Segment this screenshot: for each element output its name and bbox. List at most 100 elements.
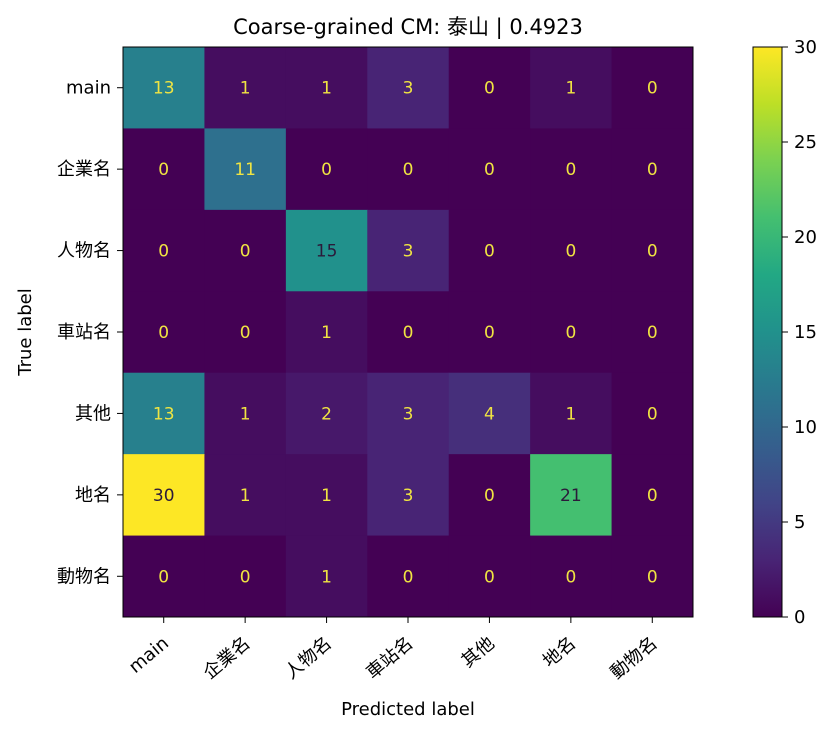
cell-value-label: 1: [321, 323, 332, 343]
heatmap-cell: [448, 454, 531, 537]
heatmap-cell: [123, 128, 205, 211]
x-tick-label: 人物名: [281, 633, 336, 684]
colorbar-tick-label: 30: [794, 37, 817, 58]
cell-value-label: 0: [647, 323, 658, 343]
heatmap-cell: [611, 535, 694, 618]
heatmap-cell: [367, 128, 450, 211]
heatmap-cell: [367, 291, 450, 374]
heatmap-cell: [448, 209, 531, 292]
chart-title: Coarse-grained CM: 泰山 | 0.4923: [233, 15, 583, 40]
cell-value-label: 1: [240, 404, 251, 424]
x-axis-label: Predicted label: [341, 699, 475, 720]
cell-value-label: 0: [484, 323, 495, 343]
cell-value-label: 3: [403, 79, 414, 99]
y-axis-label: True label: [15, 288, 36, 377]
colorbar: [752, 46, 783, 618]
cell-value-label: 2: [321, 404, 332, 424]
heatmap-cell: [530, 372, 613, 455]
cell-value-label: 0: [565, 242, 576, 262]
heatmap-cell: [530, 209, 613, 292]
cell-value-label: 0: [565, 567, 576, 587]
cell-value-label: 0: [647, 79, 658, 99]
x-tick-label: main: [125, 633, 173, 678]
heatmap-cell: [448, 372, 531, 455]
y-tick-label: main: [66, 78, 111, 99]
y-tick-label: 車站名: [57, 322, 111, 343]
cell-value-label: 0: [240, 567, 251, 587]
heatmap-cell: [204, 535, 287, 618]
cell-value-label: 0: [484, 160, 495, 180]
heatmap-cell: [123, 209, 205, 292]
colorbar-tick-label: 10: [794, 417, 817, 438]
heatmap-cell: [367, 535, 450, 618]
cell-value-label: 30: [153, 486, 175, 506]
heatmap-cell: [285, 209, 368, 292]
cell-value-label: 0: [240, 242, 251, 262]
heatmap-cell: [204, 372, 287, 455]
cell-value-label: 0: [403, 567, 414, 587]
heatmap-cell: [448, 128, 531, 211]
cell-value-label: 0: [484, 242, 495, 262]
cell-value-label: 3: [403, 404, 414, 424]
cell-value-label: 15: [316, 242, 338, 262]
cell-value-label: 0: [565, 160, 576, 180]
heatmap-cell: [611, 454, 694, 537]
heatmap-cell: [530, 291, 613, 374]
heatmap-cell: [530, 128, 613, 211]
cell-value-label: 1: [565, 79, 576, 99]
heatmap-cell: [285, 128, 368, 211]
cell-value-label: 1: [240, 486, 251, 506]
cell-value-label: 1: [321, 486, 332, 506]
cell-value-label: 0: [484, 79, 495, 99]
heatmap-cell: [285, 291, 368, 374]
colorbar-tick-label: 0: [794, 607, 805, 628]
colorbar-tick-label: 5: [794, 512, 805, 533]
heatmap-cell: [367, 209, 450, 292]
cell-value-label: 1: [565, 404, 576, 424]
cell-value-label: 3: [403, 242, 414, 262]
heatmap-cells: 13 1 1 3 0 1 00 11 0 0 0 0 00 0 15 3 0 0 00 0 1 0 0 0 013 1 2 3 4 1 03…: [123, 47, 694, 618]
cell-value-label: 0: [240, 323, 251, 343]
x-tick-label: 地名: [539, 633, 580, 672]
heatmap-cell: [285, 372, 368, 455]
heatmap-cell: [530, 454, 613, 537]
x-tick-label: 其他: [458, 633, 499, 672]
heatmap-cell: [123, 47, 205, 129]
heatmap-cell: [123, 535, 205, 618]
heatmap-cell: [123, 454, 205, 537]
heatmap-cell: [611, 291, 694, 374]
cell-value-label: 1: [321, 79, 332, 99]
heatmap-cell: [367, 372, 450, 455]
heatmap-cell: [367, 47, 450, 129]
cell-value-label: 11: [234, 160, 256, 180]
heatmap-cell: [204, 454, 287, 537]
y-tick-label: 動物名: [57, 566, 111, 587]
x-axis-ticks: main 企業名 人物名 車站名 其他 地名 動物名: [125, 617, 661, 684]
heatmap-cell: [611, 372, 694, 455]
heatmap-cell: [611, 209, 694, 292]
heatmap-cell: [204, 47, 287, 129]
cell-value-label: 0: [647, 404, 658, 424]
cell-value-label: 0: [484, 486, 495, 506]
cell-value-label: 0: [321, 160, 332, 180]
cell-value-label: 3: [403, 486, 414, 506]
cell-value-label: 0: [403, 323, 414, 343]
heatmap-cell: [123, 291, 205, 374]
colorbar-tick-label: 15: [794, 322, 817, 343]
heatmap-cell: [611, 128, 694, 211]
cell-value-label: 0: [158, 242, 169, 262]
heatmap-cell: [204, 128, 287, 211]
cell-value-label: 1: [240, 79, 251, 99]
cell-value-label: 0: [647, 160, 658, 180]
cell-value-label: 21: [560, 486, 582, 506]
heatmap-cell: [123, 372, 205, 455]
cell-value-label: 4: [484, 404, 495, 424]
cell-value-label: 0: [647, 242, 658, 262]
colorbar-tick-label: 20: [794, 227, 817, 248]
cell-value-label: 1: [321, 567, 332, 587]
heatmap-cell: [285, 454, 368, 537]
heatmap-cell: [285, 47, 368, 129]
colorbar-ticks: 0 5 10 15 20 25 30: [782, 37, 817, 628]
cell-value-label: 13: [153, 404, 175, 424]
